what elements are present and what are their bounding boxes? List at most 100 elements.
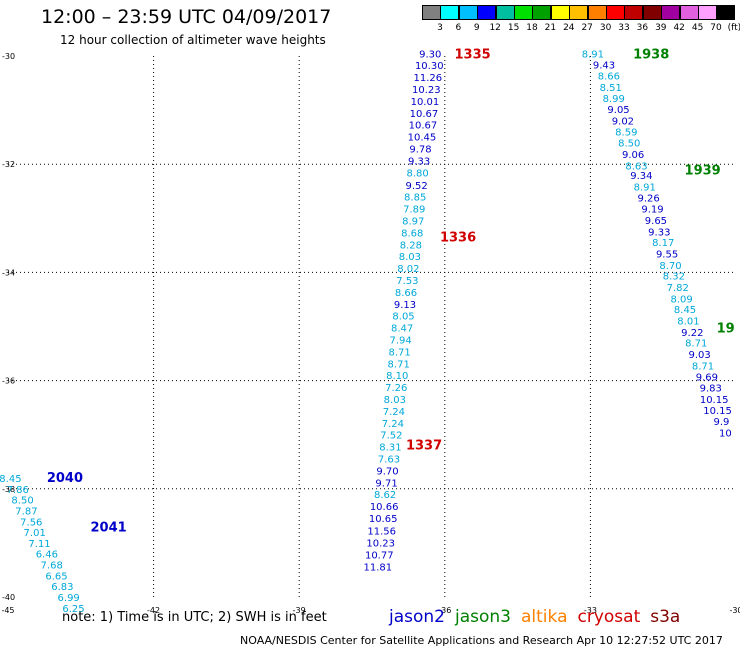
- wave-height-value: 9.06: [622, 150, 644, 161]
- scale-swatch: [514, 5, 533, 20]
- wave-height-value: 11.81: [364, 563, 393, 574]
- wave-height-value: 8.45: [674, 305, 696, 316]
- wave-height-value: 8.03: [399, 252, 421, 263]
- scale-label: 27: [581, 23, 593, 33]
- scale-swatch: [587, 5, 607, 20]
- pass-time-label: 1337: [406, 438, 442, 453]
- wave-height-value: 8.71: [388, 359, 410, 370]
- scale-label: 30: [599, 23, 612, 33]
- wave-height-value: 9.71: [375, 478, 397, 489]
- scale-swatch: [606, 5, 625, 20]
- wave-height-value: 8.50: [11, 496, 33, 507]
- wave-height-value: 8.50: [618, 139, 640, 150]
- pass-time-label: 2041: [91, 521, 127, 536]
- wave-height-value: 7.82: [667, 283, 689, 294]
- pass-time-label: 19: [717, 322, 735, 337]
- scale-label: 42: [673, 23, 685, 33]
- scale-label: 24: [563, 23, 575, 33]
- wave-height-value: 10.67: [409, 121, 438, 132]
- wave-height-value: 6.65: [45, 571, 67, 582]
- wave-height-value: 7.24: [383, 407, 405, 418]
- scale-label: 70: [710, 23, 722, 33]
- wave-height-value: 9.78: [409, 145, 431, 156]
- scale-swatch: [679, 5, 699, 20]
- wave-height-value: 8.47: [391, 324, 413, 335]
- wave-height-value: 7.52: [380, 431, 402, 442]
- wave-height-value: 10.65: [369, 514, 398, 525]
- scale-label: 9: [473, 23, 480, 33]
- wave-height-value: 8.32: [663, 272, 685, 283]
- wave-height-value: 9.30: [419, 49, 441, 60]
- legend-jason3: jason3: [455, 607, 511, 627]
- footer-credit: NOAA/NESDIS Center for Satellite Applica…: [240, 634, 723, 647]
- scale-swatch: [440, 5, 460, 20]
- wave-height-value: 9.26: [638, 194, 660, 205]
- wave-height-value: 9.13: [394, 300, 416, 311]
- scale-label: 33: [618, 23, 630, 33]
- wave-height-value: 10.77: [365, 550, 394, 561]
- wave-height-value: 8.01: [677, 317, 699, 328]
- wave-height-value: 8.80: [406, 168, 428, 179]
- wave-height-value: 9.02: [612, 116, 634, 127]
- wave-height-value: 8.71: [692, 361, 714, 372]
- wave-height-value: 7.53: [396, 276, 418, 287]
- scale-swatch: [532, 5, 552, 20]
- wave-height-value: 8.05: [392, 312, 414, 323]
- wave-height-value: 10: [719, 429, 732, 440]
- scale-swatch: [477, 5, 497, 20]
- scale-swatch: [495, 5, 515, 20]
- wave-height-value: 6.46: [36, 550, 58, 561]
- wave-height-value: 10.66: [370, 502, 399, 513]
- wave-height-value: 8.71: [685, 339, 707, 350]
- wave-height-value: 8.70: [659, 261, 681, 272]
- wave-height-value: 8.97: [402, 216, 424, 227]
- lat-tick-label: -34: [2, 268, 15, 277]
- wave-height-value: 8.17: [652, 238, 674, 249]
- wave-height-value: 9.83: [700, 384, 722, 395]
- wave-height-value: 8.71: [389, 347, 411, 358]
- wave-height-value: 8.62: [374, 490, 396, 501]
- scale-swatch: [422, 5, 441, 20]
- wave-height-value: 7.89: [403, 205, 425, 216]
- page-title: 12:00 – 23:59 UTC 04/09/2017: [41, 6, 332, 28]
- wave-height-value: 7.01: [24, 528, 46, 539]
- legend-jason2: jason2: [389, 607, 445, 627]
- wave-height-value: 10.67: [410, 109, 439, 120]
- pass-time-label: 1335: [455, 47, 491, 62]
- pass-time-label: 2040: [47, 471, 83, 486]
- wave-height-value: 8.09: [671, 294, 693, 305]
- wave-height-value: 8.45: [0, 474, 22, 485]
- lon-tick-label: -45: [1, 606, 14, 615]
- wave-height-value: 7.11: [28, 539, 50, 550]
- wave-height-value: 8.28: [400, 240, 422, 251]
- scale-label: 45: [691, 23, 704, 33]
- wave-height-value: 8.91: [634, 182, 656, 193]
- pass-time-label: 1336: [440, 231, 476, 246]
- wave-height-value: 7.68: [41, 561, 63, 572]
- lon-tick-label: -33: [584, 606, 597, 615]
- wave-height-value: 8.66: [598, 71, 620, 82]
- wave-height-value: 8.66: [395, 288, 417, 299]
- wave-height-value: 8.91: [582, 49, 604, 60]
- scale-label: 21: [544, 23, 557, 33]
- wave-height-value: 8.63: [625, 161, 647, 172]
- wave-height-value: 8.03: [384, 395, 406, 406]
- wave-height-value: 8.02: [397, 264, 419, 275]
- wave-height-value: 9.03: [688, 350, 710, 361]
- scale-label: 15: [507, 23, 520, 33]
- wave-height-value: 10.23: [412, 85, 441, 96]
- wave-height-value: 6.83: [51, 582, 73, 593]
- lat-tick-label: -38: [2, 485, 15, 494]
- wave-height-value: 9.05: [607, 105, 629, 116]
- wave-height-value: 10.23: [366, 538, 395, 549]
- pass-time-label: 1939: [685, 164, 721, 179]
- scale-label: 12: [489, 23, 501, 33]
- wave-height-value: 9.52: [406, 181, 428, 192]
- legend-cryosat: cryosat: [577, 607, 641, 627]
- page-subtitle: 12 hour collection of altimeter wave hei…: [60, 33, 326, 47]
- wave-height-value: 10.15: [703, 406, 732, 417]
- scale-swatch: [458, 5, 478, 20]
- scale-swatch: [624, 5, 644, 20]
- wave-height-value: 7.26: [385, 383, 407, 394]
